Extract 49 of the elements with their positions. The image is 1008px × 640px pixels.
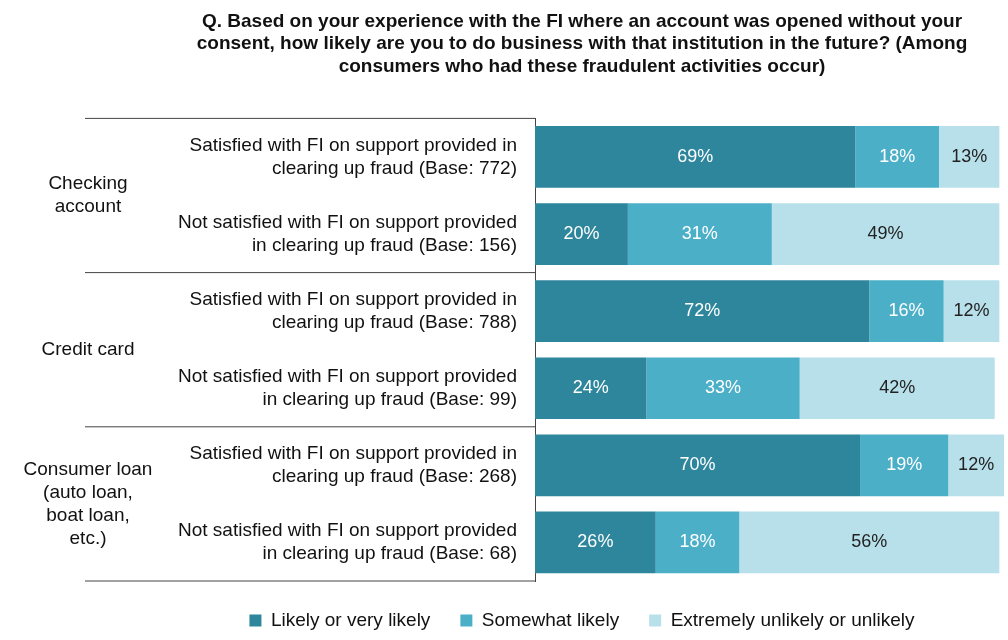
data-label: 20%: [563, 223, 600, 244]
legend-label: Extremely unlikely or unlikely: [670, 608, 916, 630]
data-label: 70%: [679, 454, 716, 475]
data-label: 33%: [705, 377, 742, 398]
text: Checking account: [48, 172, 128, 217]
bar: [938, 126, 1000, 188]
legend-label: Likely or very likely: [270, 608, 431, 630]
legend-label: Somewhat likely: [481, 608, 620, 630]
y-tick-label: Satisfied with FI on support provided in clearing up fraud (Base: 268): [189, 442, 517, 486]
data-label: 18%: [879, 145, 916, 166]
bar: [855, 126, 939, 188]
bar: [535, 280, 870, 342]
data-label: 16%: [888, 300, 925, 321]
y-tick-label: Satisfied with FI on support provided in clearing up fraud (Base: 772): [189, 133, 517, 178]
bar: [739, 511, 1000, 574]
data-label: 31%: [681, 223, 718, 244]
bar: [655, 511, 740, 574]
text: Consumer loan (auto loan, boat loan, etc.): [23, 457, 153, 548]
bar: [535, 434, 861, 497]
data-label: 19%: [886, 454, 923, 475]
data-label: 42%: [879, 377, 916, 398]
bar: [535, 357, 647, 420]
data-label: 49%: [867, 223, 904, 244]
y-tick-label: Not satisfied with FI on support provided in clearing up fraud (Base: 156): [177, 210, 517, 255]
bar: [771, 203, 1000, 265]
chart-title: Q. Based on your experience with the FI where an account was opened without your consent, how likely are you to do business with that institution in the future? (Among consumers who had these fraudulent activities occur): [196, 9, 968, 77]
data-label: 24%: [572, 377, 609, 398]
bar: [948, 434, 1004, 497]
data-label: 69%: [677, 145, 714, 166]
bar: [799, 357, 995, 420]
bar: [535, 126, 856, 188]
bar: [646, 357, 800, 420]
data-label: 26%: [577, 531, 614, 552]
bar: [535, 203, 628, 265]
data-label: 18%: [679, 531, 716, 552]
data-label: 12%: [953, 300, 990, 321]
bar: [860, 434, 949, 497]
bar: [943, 280, 1000, 342]
data-label: 72%: [684, 300, 721, 321]
data-label: 12%: [958, 454, 995, 475]
bar: [627, 203, 772, 265]
bar: [869, 280, 944, 342]
bar: [535, 511, 656, 574]
y-tick-label: Satisfied with FI on support provided in clearing up fraud (Base: 788): [189, 287, 517, 332]
y-tick-label: Not satisfied with FI on support provided in clearing up fraud (Base: 68): [177, 519, 517, 564]
y-tick-label: Not satisfied with FI on support provided in clearing up fraud (Base: 99): [177, 365, 517, 409]
data-label: 56%: [851, 531, 888, 552]
data-label: 13%: [951, 145, 988, 166]
text: Credit card: [41, 337, 135, 359]
